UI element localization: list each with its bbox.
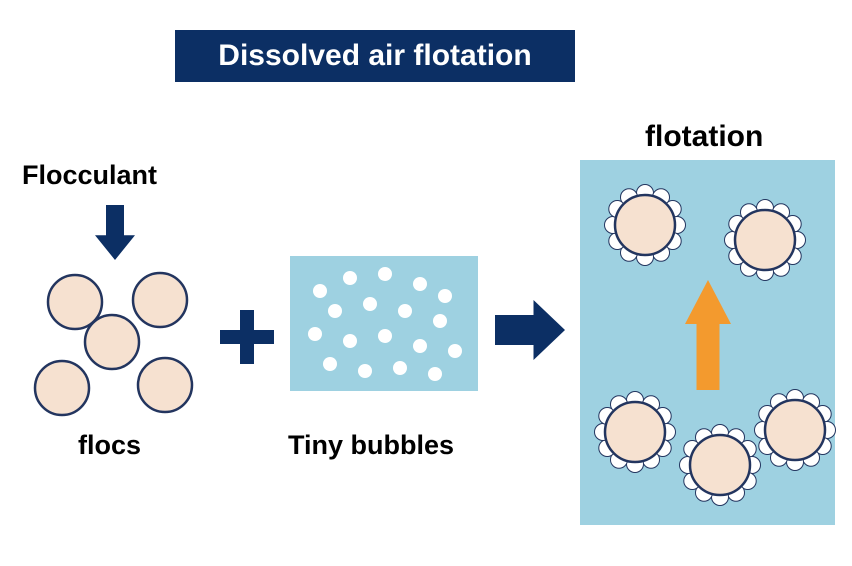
flocs-cluster <box>35 273 192 415</box>
right-arrow-icon <box>495 300 565 360</box>
tiny-bubbles-panel <box>290 256 478 391</box>
plus-icon <box>220 310 274 364</box>
flocculant-arrow-down-icon <box>95 205 135 260</box>
diagram-svg <box>0 0 852 566</box>
flotation-panel <box>580 160 836 525</box>
